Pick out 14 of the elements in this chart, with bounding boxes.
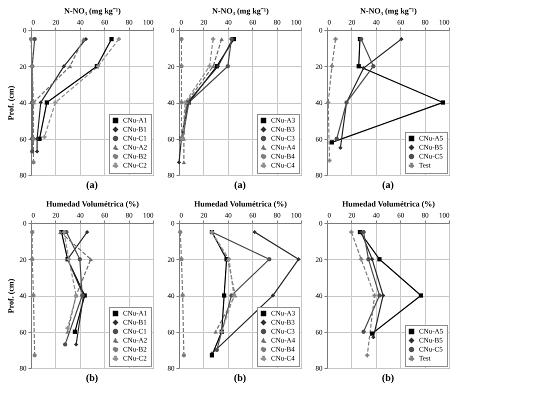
x-axis-title: Humedad Volumétrica (%) — [194, 200, 288, 208]
text: (a) — [86, 180, 98, 191]
x-axis-title: N-NO₃ (mg kg⁻¹) — [360, 6, 418, 16]
text: (b) — [86, 373, 98, 384]
x-axis-title: Humedad Volumétrica (%) — [342, 200, 436, 208]
x-axis-title: N-NO₃ (mg kg⁻¹) — [64, 6, 122, 16]
x-axis-title: N-NO₃ (mg kg⁻¹) — [212, 6, 270, 16]
text: (a) — [382, 180, 394, 191]
text: (b) — [382, 373, 394, 384]
y-axis-title: Prof. (cm) — [6, 278, 16, 314]
text: (a) — [234, 180, 246, 191]
x-axis-title: Humedad Volumétrica (%) — [46, 200, 140, 208]
y-axis-title: Prof. (cm) — [6, 85, 16, 120]
text: (b) — [234, 373, 246, 384]
